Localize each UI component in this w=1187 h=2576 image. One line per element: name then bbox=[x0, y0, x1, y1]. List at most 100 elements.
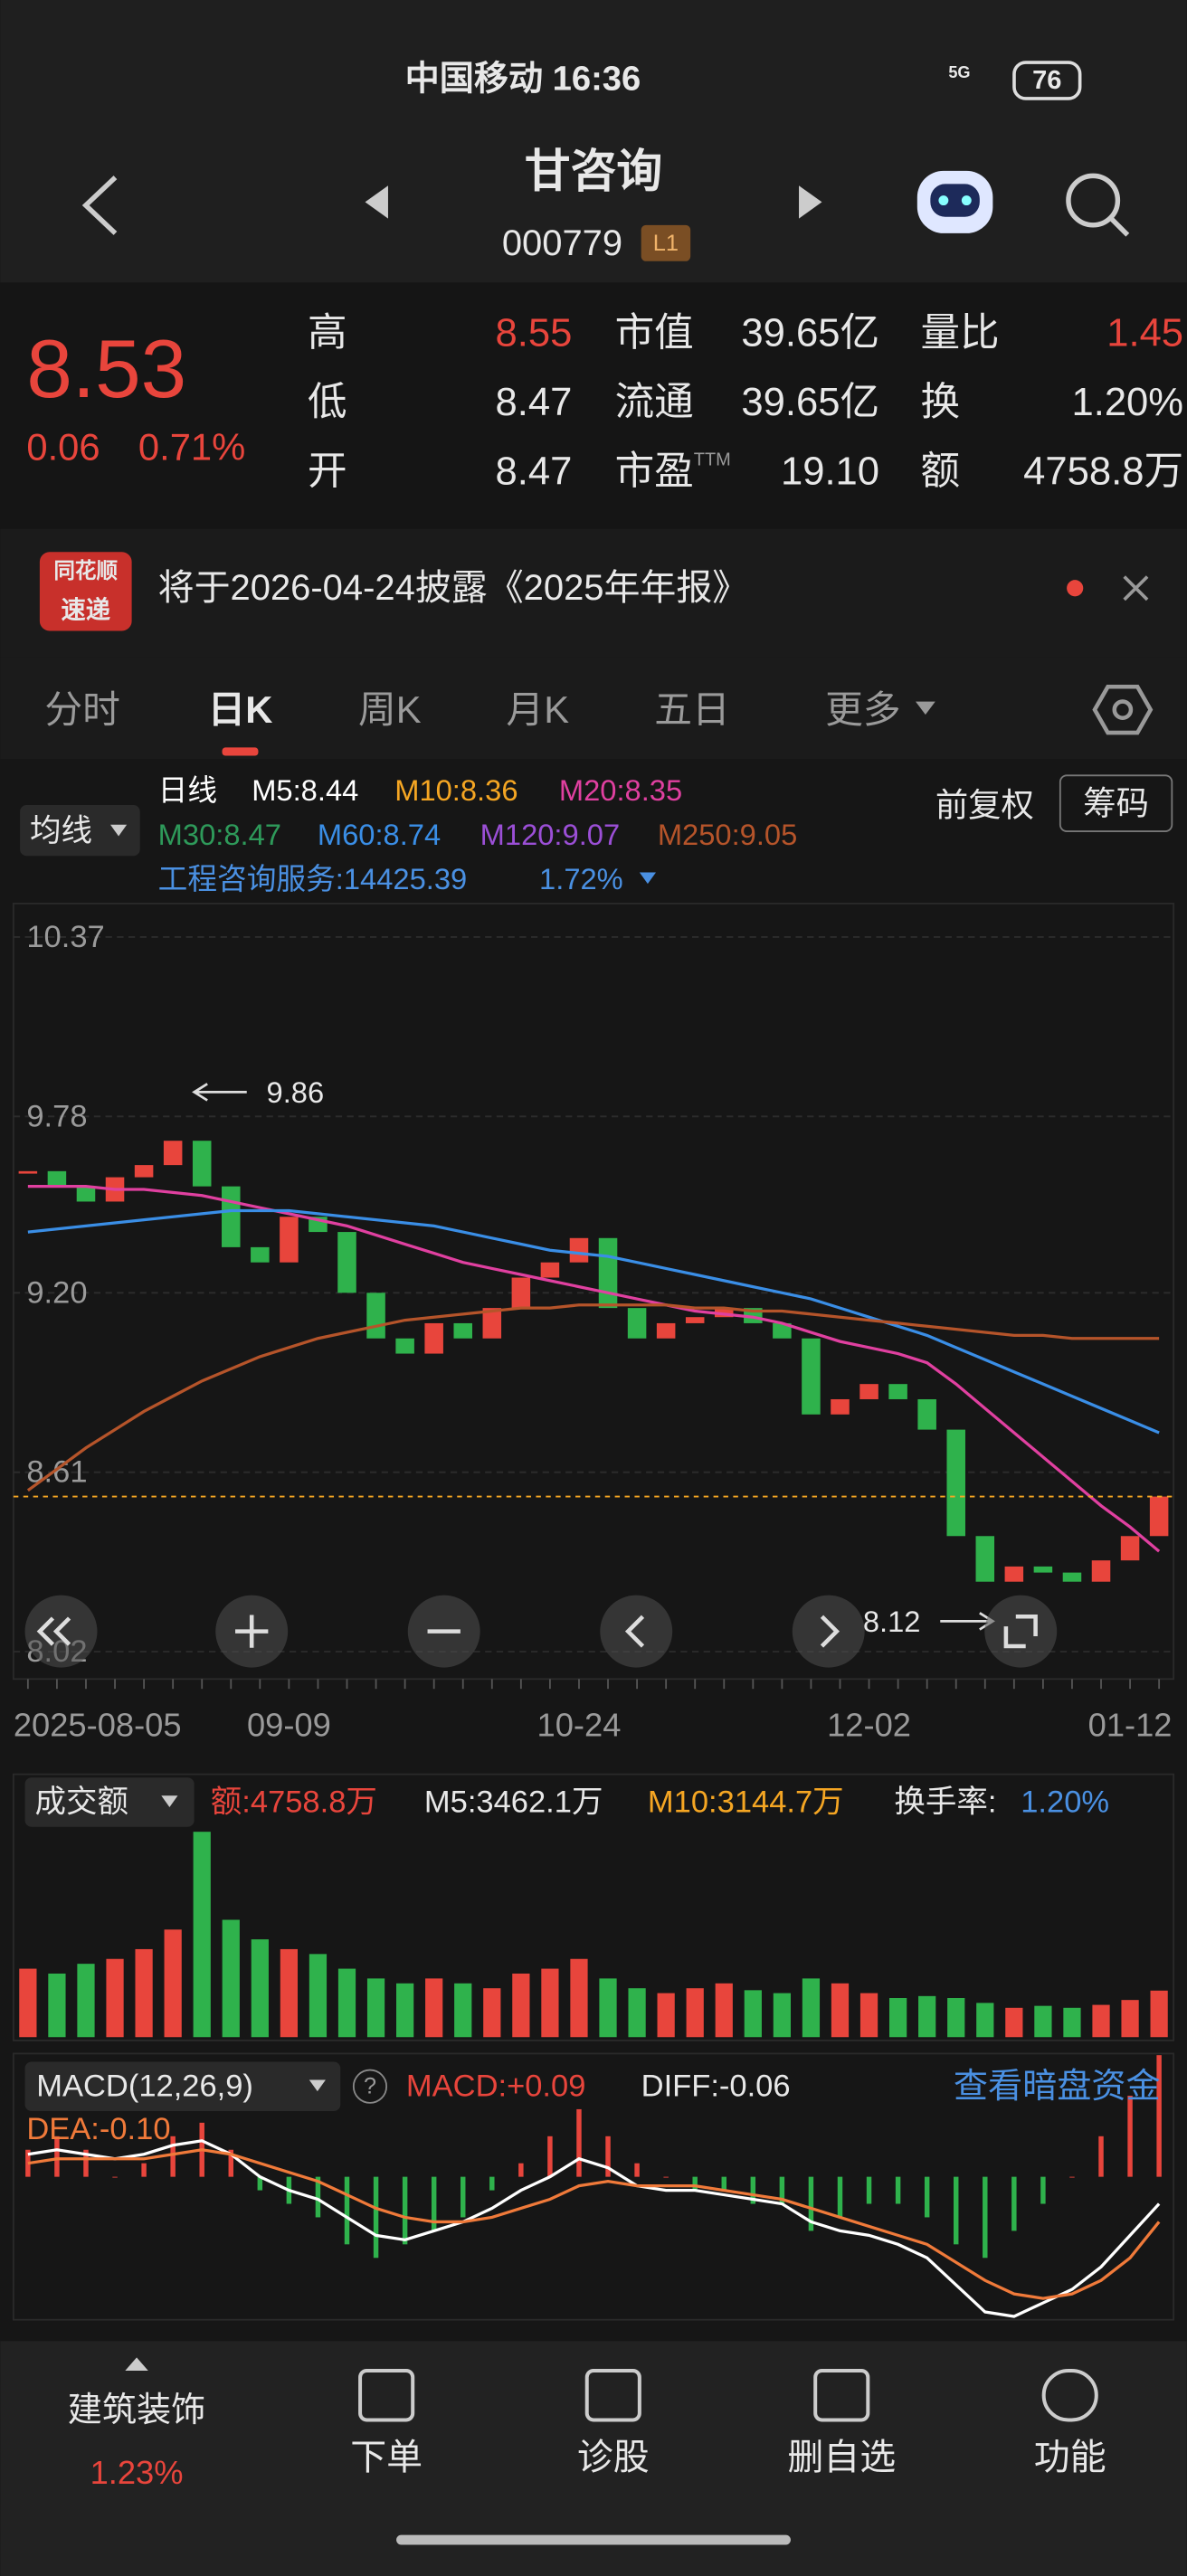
volume-bar bbox=[744, 1990, 762, 2038]
sector-index[interactable]: 工程咨询服务:14425.39 bbox=[158, 862, 468, 895]
volume-bar bbox=[976, 2003, 994, 2038]
volume-bar bbox=[309, 1954, 328, 2038]
volume-bar bbox=[19, 1968, 37, 2038]
candle bbox=[656, 1322, 676, 1339]
bottom-sector[interactable]: 建筑装饰 bbox=[68, 2391, 206, 2429]
macd-bar bbox=[750, 2176, 756, 2204]
dea-value: DEA:-0.10 bbox=[26, 2112, 170, 2146]
volume-bar bbox=[106, 1958, 124, 2038]
bottom-icon[interactable] bbox=[1041, 2368, 1098, 2422]
macd-selector[interactable] bbox=[24, 2061, 341, 2111]
candle bbox=[18, 1170, 38, 1174]
candle bbox=[540, 1262, 560, 1278]
ma-legend: M60:8.74 bbox=[318, 818, 441, 851]
volume-bar bbox=[1121, 2000, 1139, 2038]
zoom-control[interactable] bbox=[600, 1595, 673, 1668]
bottom-label[interactable]: 诊股 bbox=[577, 2438, 650, 2477]
candle bbox=[453, 1322, 472, 1339]
quote-value: 8.55 bbox=[496, 312, 573, 355]
volume-bar bbox=[454, 1983, 472, 2038]
macd-bar bbox=[895, 2176, 901, 2204]
tab[interactable]: 日K bbox=[208, 688, 273, 731]
candle bbox=[1149, 1496, 1169, 1537]
carrier-time: 中国移动 16:36 bbox=[405, 60, 641, 99]
ma-line bbox=[26, 1303, 1160, 1492]
zoom-icon bbox=[36, 1616, 71, 1646]
adjust[interactable]: 前复权 bbox=[935, 787, 1034, 824]
volume-bar bbox=[1092, 2004, 1110, 2038]
ma-selector-text: 均线 bbox=[30, 814, 92, 848]
zoom-control[interactable] bbox=[24, 1595, 98, 1668]
volume-bar bbox=[48, 1973, 66, 2038]
macd-bar bbox=[228, 2149, 233, 2177]
macd-selector-arrow bbox=[309, 2079, 326, 2092]
volume-bar bbox=[1034, 2005, 1052, 2038]
macd-bar bbox=[518, 2163, 524, 2177]
tab[interactable]: 五日 bbox=[654, 688, 730, 731]
quote-label: 市值 bbox=[615, 312, 694, 355]
volume-bar bbox=[859, 1993, 878, 2038]
bottom-icon[interactable] bbox=[358, 2368, 415, 2422]
kline-frame bbox=[12, 903, 1175, 1681]
volume-bar bbox=[1063, 2007, 1081, 2038]
search-icon[interactable] bbox=[1066, 173, 1130, 237]
quote-value: 1.45 bbox=[1106, 312, 1183, 355]
turnover: 1.20% bbox=[1021, 1785, 1109, 1820]
tab[interactable]: 分时 bbox=[44, 688, 120, 731]
more-arrow bbox=[916, 701, 935, 715]
candle bbox=[163, 1141, 183, 1166]
candle bbox=[1033, 1566, 1053, 1573]
macd-bar bbox=[431, 2176, 437, 2231]
macd-bar bbox=[721, 2176, 726, 2191]
macd-bar bbox=[373, 2176, 379, 2259]
zoom-icon bbox=[1003, 1614, 1038, 1649]
bottom-label[interactable]: 删自选 bbox=[787, 2438, 896, 2477]
zoom-control[interactable] bbox=[984, 1595, 1058, 1668]
candle bbox=[337, 1232, 356, 1293]
bottom-label[interactable]: 下单 bbox=[350, 2438, 423, 2477]
notice-logo-top: 同花顺 bbox=[53, 559, 118, 583]
ma-selector-arrow bbox=[110, 824, 128, 837]
notice-text[interactable]: 将于2026-04-24披露《2025年年报》 bbox=[158, 568, 749, 608]
macd-bar bbox=[1127, 2095, 1133, 2177]
macd-bar bbox=[837, 2176, 843, 2218]
volume-selector-text: 成交额 bbox=[34, 1785, 128, 1820]
battery-level: 76 bbox=[1032, 66, 1061, 95]
tab[interactable]: 更多 bbox=[825, 688, 901, 731]
macd-help-text: ? bbox=[364, 2074, 376, 2099]
settings-icon[interactable] bbox=[1092, 684, 1154, 735]
back-button[interactable] bbox=[81, 175, 118, 235]
macd-help[interactable] bbox=[352, 2069, 388, 2104]
stock-name: 甘咨询 bbox=[525, 145, 663, 196]
bottom-label[interactable]: 功能 bbox=[1034, 2438, 1106, 2477]
tab[interactable]: 月K bbox=[506, 688, 569, 731]
quote-bg bbox=[0, 282, 1187, 529]
volume-selector-arrow bbox=[161, 1795, 178, 1807]
quote-value: 39.65亿 bbox=[741, 312, 879, 355]
bottom-icon[interactable] bbox=[813, 2368, 870, 2422]
volume-bar bbox=[164, 1929, 182, 2038]
candle bbox=[1062, 1572, 1082, 1582]
tabs-bg bbox=[0, 657, 1187, 760]
quote-value: 19.10 bbox=[781, 450, 879, 493]
ma-selector[interactable] bbox=[20, 805, 140, 857]
volume-bar bbox=[396, 1983, 414, 2038]
zoom-control[interactable] bbox=[792, 1595, 865, 1668]
notice-close[interactable] bbox=[1123, 575, 1149, 601]
volume-bar bbox=[947, 1997, 965, 2038]
bottom-icon[interactable] bbox=[584, 2368, 641, 2422]
macd-bar bbox=[605, 2136, 611, 2177]
robot-icon[interactable] bbox=[916, 170, 993, 233]
chips-button[interactable] bbox=[1059, 774, 1173, 832]
macd-bar bbox=[315, 2176, 321, 2218]
quote-label: 低 bbox=[308, 381, 347, 424]
prev-stock[interactable] bbox=[365, 185, 388, 219]
tab[interactable]: 周K bbox=[358, 688, 422, 731]
next-stock[interactable] bbox=[799, 185, 822, 219]
dark-pool-link[interactable]: 查看暗盘资金 bbox=[954, 2067, 1161, 2106]
annotation-arrow bbox=[192, 1083, 247, 1102]
macd-bar bbox=[83, 2149, 89, 2177]
macd-value: MACD:+0.09 bbox=[406, 2069, 585, 2104]
volume-selector[interactable] bbox=[24, 1777, 195, 1827]
quote-label: 高 bbox=[308, 312, 347, 355]
